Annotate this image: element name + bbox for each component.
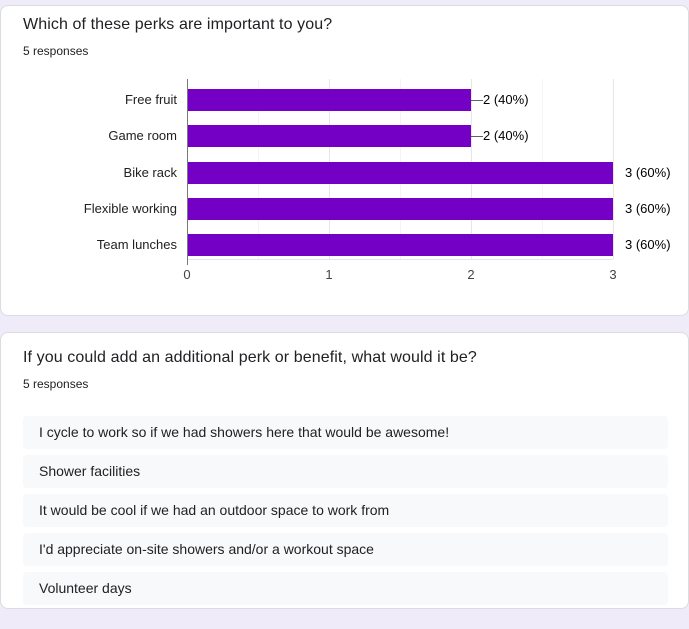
bar xyxy=(188,125,471,148)
answer-item: Shower facilities xyxy=(23,455,668,488)
question-card-additional-perk: If you could add an additional perk or b… xyxy=(0,332,689,609)
category-label: Team lunches xyxy=(96,237,177,253)
bar-value-label: 2 (40%) xyxy=(483,92,529,107)
y-axis-line xyxy=(187,79,188,265)
x-axis-tick-label: 0 xyxy=(183,267,191,282)
x-axis-tick-label: 1 xyxy=(325,267,333,282)
bar xyxy=(188,161,613,184)
gridline xyxy=(613,79,614,259)
chart-category-labels: Free fruit Game room Bike rack Flexible wor… xyxy=(1,79,177,259)
question-title: Which of these perks are important to yo… xyxy=(23,16,333,33)
x-axis-tick-label: 2 xyxy=(467,267,475,282)
category-label: Game room xyxy=(108,128,177,144)
answers-list: I cycle to work so if we had showers her… xyxy=(23,416,668,605)
bar-value-label: 3 (60%) xyxy=(625,237,671,253)
category-label: Bike rack xyxy=(123,164,177,180)
annotation-stem xyxy=(471,136,483,138)
answer-item: I cycle to work so if we had showers her… xyxy=(23,416,668,449)
answer-item: I'd appreciate on-site showers and/or a … xyxy=(23,533,668,566)
bar-value-label: 2 (40%) xyxy=(483,128,529,144)
annotation-stem xyxy=(471,100,483,101)
responses-count: 5 responses xyxy=(23,44,89,58)
bar-value-label: 3 (60%) xyxy=(625,200,671,216)
question-card-perks: Which of these perks are important to yo… xyxy=(0,5,689,316)
question-title: If you could add an additional perk or b… xyxy=(23,349,477,366)
category-label: Flexible working xyxy=(83,200,177,216)
answer-item: It would be cool if we had an outdoor sp… xyxy=(23,494,668,527)
chart-plot-area: 2 (40%) 2 (40%) 3 (60%) 3 (60%) 3 (60%) 0 1 2 3 xyxy=(183,79,671,282)
bar xyxy=(188,234,613,257)
x-axis-tick-label: 3 xyxy=(609,267,617,282)
category-label: Free fruit xyxy=(124,92,177,107)
bar xyxy=(188,89,471,111)
bar-value-label: 3 (60%) xyxy=(625,164,671,180)
bar-chart: Free fruit Game room Bike rack Flexible wor… xyxy=(1,79,689,291)
responses-count: 5 responses xyxy=(23,377,89,391)
answer-item: Volunteer days xyxy=(23,572,668,605)
bar xyxy=(188,197,613,220)
